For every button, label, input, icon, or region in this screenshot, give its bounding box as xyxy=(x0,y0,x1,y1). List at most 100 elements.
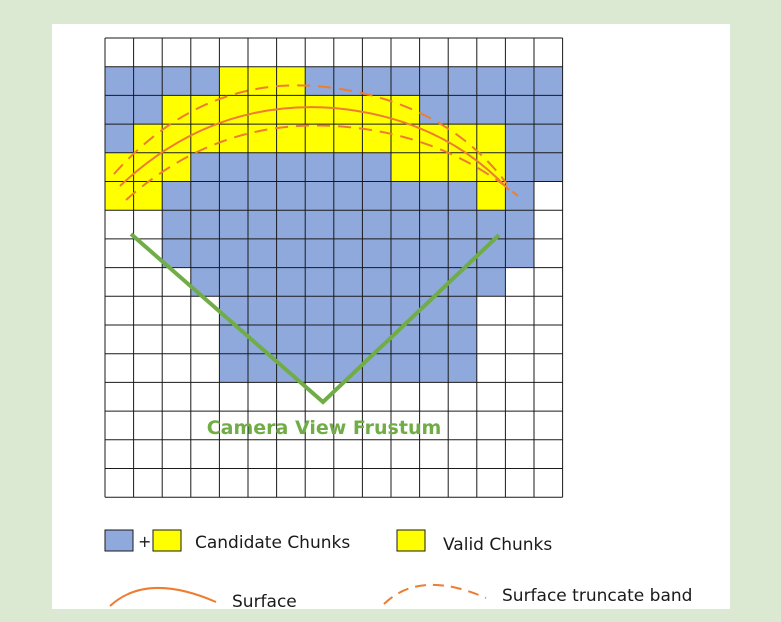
chunk-cell-candidate xyxy=(219,325,248,354)
chunk-cell-candidate xyxy=(133,66,163,96)
chunk-cell-empty xyxy=(534,439,563,469)
chunk-cell-candidate xyxy=(505,66,534,96)
chunk-cell-candidate xyxy=(219,181,248,211)
chunk-cell-empty xyxy=(133,353,163,383)
chunk-cell-empty xyxy=(105,38,134,67)
chunk-cell-candidate xyxy=(448,325,477,354)
chunk-cell-empty xyxy=(333,38,363,67)
legend-band-icon xyxy=(383,583,487,605)
chunk-cell-empty xyxy=(219,382,248,412)
chunk-cell-candidate xyxy=(534,66,563,96)
legend-band-label: Surface truncate band xyxy=(502,586,692,606)
chunk-cell-candidate xyxy=(476,66,506,96)
chunk-cell-empty xyxy=(448,382,477,412)
chunk-cell-candidate xyxy=(105,124,134,153)
chunk-cell-valid xyxy=(105,181,134,211)
chunk-cell-candidate xyxy=(219,210,248,239)
chunk-cell-candidate xyxy=(419,66,449,96)
frustum-label: Camera View Frustum xyxy=(207,417,442,439)
chunk-cell-valid xyxy=(219,95,248,125)
chunk-cell-candidate xyxy=(419,296,449,325)
chunk-cell-empty xyxy=(133,468,163,498)
chunk-cell-empty xyxy=(391,439,420,469)
chunk-cell-empty xyxy=(391,38,420,67)
chunk-cell-candidate xyxy=(248,210,277,239)
chunk-cell-valid xyxy=(248,124,277,153)
chunk-cell-candidate xyxy=(305,353,334,383)
chunk-cell-empty xyxy=(419,382,449,412)
chunk-cell-empty xyxy=(534,267,563,297)
chunk-cell-empty xyxy=(448,38,477,67)
chunk-cell-empty xyxy=(248,38,277,67)
chunk-cell-empty xyxy=(534,382,563,412)
chunk-cell-empty xyxy=(105,296,134,325)
chunk-cell-candidate xyxy=(448,210,477,239)
chunk-cell-empty xyxy=(276,411,306,440)
chunk-cell-empty xyxy=(505,382,534,412)
chunk-cell-candidate xyxy=(362,296,391,325)
chunk-cell-candidate xyxy=(534,95,563,125)
chunk-cell-candidate xyxy=(419,210,449,239)
chunk-cell-empty xyxy=(448,439,477,469)
chunk-cell-empty xyxy=(162,382,191,412)
chunk-cell-candidate xyxy=(505,181,534,211)
chunk-cell-empty xyxy=(190,38,220,67)
chunk-cell-candidate xyxy=(362,66,391,96)
chunk-cell-empty xyxy=(476,296,506,325)
chunk-cell-empty xyxy=(105,353,134,383)
chunk-cell-candidate xyxy=(162,210,191,239)
chunk-cell-candidate xyxy=(333,210,363,239)
legend-valid-swatch xyxy=(396,529,426,552)
chunk-cell-empty xyxy=(391,468,420,498)
chunk-cell-candidate xyxy=(276,152,306,182)
chunk-cell-valid xyxy=(305,95,334,125)
chunk-cell-candidate xyxy=(419,325,449,354)
chunk-cell-candidate xyxy=(391,210,420,239)
chunk-cell-empty xyxy=(105,210,134,239)
chunk-cell-empty xyxy=(162,38,191,67)
chunk-cell-candidate xyxy=(305,296,334,325)
chunk-cell-empty xyxy=(276,468,306,498)
chunk-cell-candidate xyxy=(419,238,449,268)
chunk-cell-empty xyxy=(190,411,220,440)
chunk-cell-empty xyxy=(133,439,163,469)
chunk-cell-candidate xyxy=(476,267,506,297)
chunk-cell-empty xyxy=(476,382,506,412)
chunk-cell-empty xyxy=(105,238,134,268)
chunk-cell-candidate xyxy=(476,95,506,125)
chunk-cell-candidate xyxy=(448,95,477,125)
chunk-cell-candidate xyxy=(162,66,191,96)
chunk-cell-valid xyxy=(162,95,191,125)
camera-view-frustum xyxy=(129,232,501,405)
chunk-cell-candidate xyxy=(391,325,420,354)
chunk-cell-empty xyxy=(276,439,306,469)
legend-surface-label: Surface xyxy=(232,592,297,609)
chunk-cell-empty xyxy=(248,411,277,440)
chunk-cell-candidate xyxy=(333,325,363,354)
chunk-cell-candidate xyxy=(190,210,220,239)
chunk-cell-empty xyxy=(419,411,449,440)
chunk-cell-empty xyxy=(476,353,506,383)
chunk-cell-empty xyxy=(391,382,420,412)
chunk-cell-empty xyxy=(190,353,220,383)
chunk-cell-candidate xyxy=(448,66,477,96)
chunk-cell-candidate xyxy=(362,181,391,211)
chunk-cell-empty xyxy=(248,468,277,498)
chunk-cell-candidate xyxy=(219,353,248,383)
surface-curve xyxy=(119,106,510,191)
surface-band-lower xyxy=(125,124,519,201)
chunk-cell-candidate xyxy=(333,296,363,325)
chunk-cell-empty xyxy=(162,439,191,469)
chunk-cell-empty xyxy=(534,38,563,67)
chunk-cell-empty xyxy=(133,325,163,354)
chunk-cell-candidate xyxy=(276,238,306,268)
chunk-cell-candidate xyxy=(419,353,449,383)
legend-valid-label: Valid Chunks xyxy=(443,535,552,555)
chunk-cell-empty xyxy=(305,468,334,498)
chunk-cell-valid xyxy=(133,181,163,211)
chunk-cell-candidate xyxy=(190,181,220,211)
chunk-cell-empty xyxy=(333,468,363,498)
chunk-cell-candidate xyxy=(419,181,449,211)
chunk-cell-empty xyxy=(219,468,248,498)
chunk-cell-empty xyxy=(534,468,563,498)
